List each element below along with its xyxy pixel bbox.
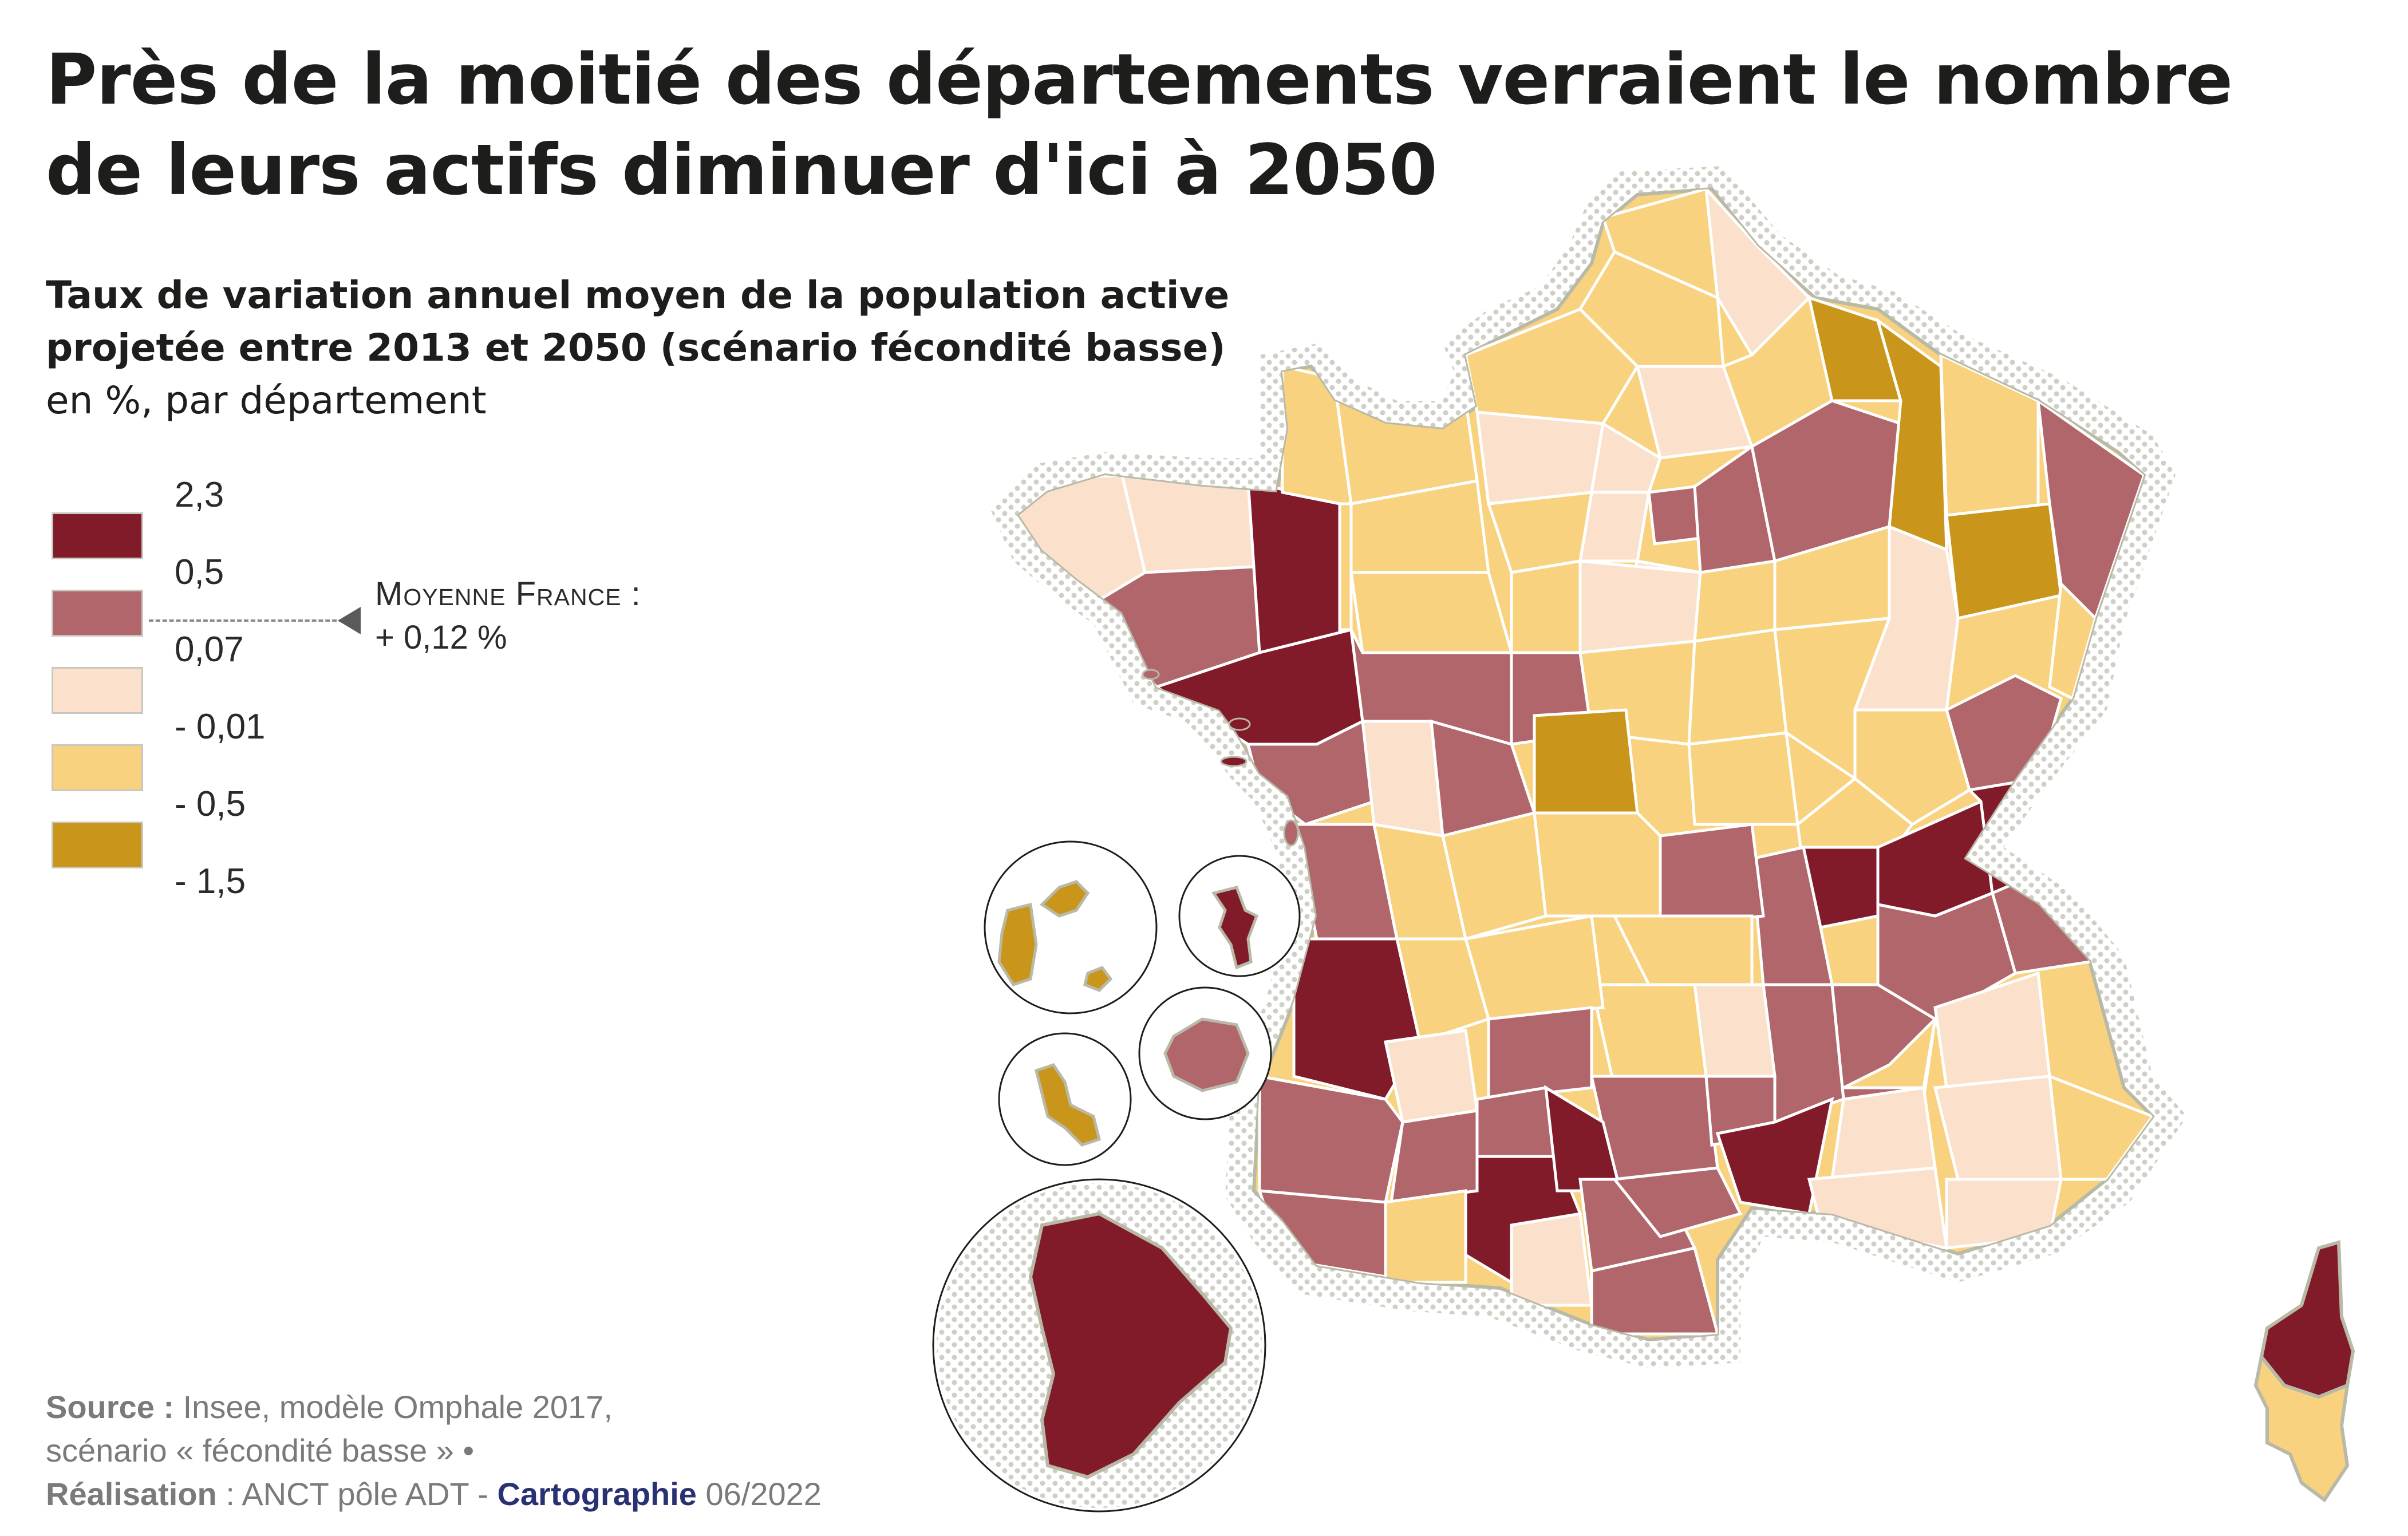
region-yonne bbox=[1687, 628, 1788, 746]
region-ariege bbox=[1510, 1212, 1593, 1307]
average-value: + 0,12 % bbox=[375, 619, 507, 656]
region-tarn-garonne bbox=[1475, 1086, 1559, 1158]
inset-guadeloupe bbox=[984, 840, 1158, 1014]
credits: Source : Insee, modèle Omphale 2017, scé… bbox=[46, 1385, 1019, 1516]
island-belle-ile bbox=[1228, 717, 1251, 731]
region-somme bbox=[1578, 250, 1725, 368]
region-jura bbox=[1853, 708, 1971, 827]
corsica bbox=[2253, 1240, 2355, 1503]
region-vaucluse bbox=[1830, 1086, 1937, 1181]
region-loir-cher bbox=[1510, 559, 1582, 654]
legend-swatch-light-yellow bbox=[52, 744, 143, 791]
realisation-text: : ANCT pôle ADT - bbox=[226, 1476, 488, 1512]
legend-swatch-light-peach bbox=[52, 667, 143, 714]
source-line: Source : Insee, modèle Omphale 2017, bbox=[46, 1385, 1019, 1429]
region-allier bbox=[1659, 823, 1765, 929]
map-subtitle: Taux de variation annuel moyen de la pop… bbox=[46, 269, 1248, 427]
legend-tick: 0,07 bbox=[175, 630, 244, 669]
region-loiret bbox=[1578, 559, 1702, 654]
island-oleron bbox=[1283, 819, 1299, 847]
legend-tick: 0,5 bbox=[175, 552, 224, 592]
legend-tick: 2,3 bbox=[175, 475, 224, 515]
region-eure bbox=[1475, 410, 1605, 506]
credit-date: 06/2022 bbox=[705, 1476, 822, 1512]
region-alpes-haute-provence bbox=[1933, 1075, 2063, 1181]
map-title: Près de la moitié des départements verra… bbox=[46, 39, 2233, 211]
average-arrow-icon bbox=[338, 607, 361, 634]
inset-mayotte bbox=[1178, 855, 1301, 977]
source-text: Insee, modèle Omphale 2017, bbox=[183, 1389, 613, 1425]
inset-reunion bbox=[1138, 986, 1272, 1120]
region-gers bbox=[1389, 1109, 1479, 1204]
region-loire bbox=[1750, 846, 1834, 986]
region-corse-du-sud bbox=[2253, 1353, 2350, 1503]
region-creuse bbox=[1533, 811, 1662, 918]
region-landes bbox=[1258, 1075, 1404, 1204]
legend-tick: - 0,01 bbox=[175, 707, 266, 747]
source-label: Source : bbox=[46, 1389, 175, 1425]
region-lot-garonne bbox=[1383, 1029, 1479, 1124]
region-mayenne bbox=[1338, 502, 1353, 631]
region-nievre bbox=[1687, 731, 1799, 826]
island-re bbox=[1220, 756, 1248, 767]
region-alpes-maritimes bbox=[2048, 1074, 2153, 1181]
subtitle-text: Taux de variation annuel moyen de la pop… bbox=[46, 273, 1230, 370]
realisation-label: Réalisation bbox=[46, 1476, 217, 1512]
legend-tick: - 1,5 bbox=[175, 862, 246, 901]
region-herault bbox=[1612, 1166, 1743, 1238]
region-haute-loire bbox=[1693, 983, 1777, 1078]
source-line-2: scénario « fécondité basse » • bbox=[46, 1432, 475, 1468]
realisation-line: Réalisation : ANCT pôle ADT - Cartograph… bbox=[46, 1472, 1019, 1516]
region-indre bbox=[1533, 708, 1639, 815]
region-deux-sevres bbox=[1361, 720, 1444, 838]
inset-martinique bbox=[998, 1032, 1132, 1166]
legend: 2,3 0,5 0,07 - 0,01 - 0,5 - 1,5 Moyenne … bbox=[52, 469, 681, 939]
region-cotes-armor bbox=[1120, 473, 1256, 574]
average-label-text: Moyenne France : bbox=[375, 575, 641, 613]
average-marker-line bbox=[149, 619, 344, 622]
brand-name: Cartographie bbox=[497, 1476, 697, 1512]
region-gard bbox=[1715, 1096, 1834, 1215]
region-paris-area bbox=[1647, 485, 1702, 546]
unit-line: en %, par département bbox=[46, 378, 487, 423]
inset-guyane bbox=[932, 1178, 1266, 1513]
region-pyrenees-orientales bbox=[1590, 1246, 1720, 1336]
legend-swatch-dark-red bbox=[52, 512, 143, 559]
legend-swatch-ochre bbox=[52, 822, 143, 868]
legend-swatch-rose bbox=[52, 590, 143, 637]
average-label: Moyenne France : + 0,12 % bbox=[375, 572, 641, 660]
legend-tick: - 0,5 bbox=[175, 784, 246, 824]
region-rhone-border bbox=[1842, 1014, 1937, 1089]
region-sarthe bbox=[1349, 571, 1514, 654]
region-ille-vilaine bbox=[1246, 479, 1353, 655]
island-ouessant bbox=[1142, 669, 1160, 680]
region-hautes-pyrenees bbox=[1384, 1189, 1467, 1284]
region-haut-rhin bbox=[2048, 581, 2097, 701]
region-lot bbox=[1487, 1006, 1593, 1101]
